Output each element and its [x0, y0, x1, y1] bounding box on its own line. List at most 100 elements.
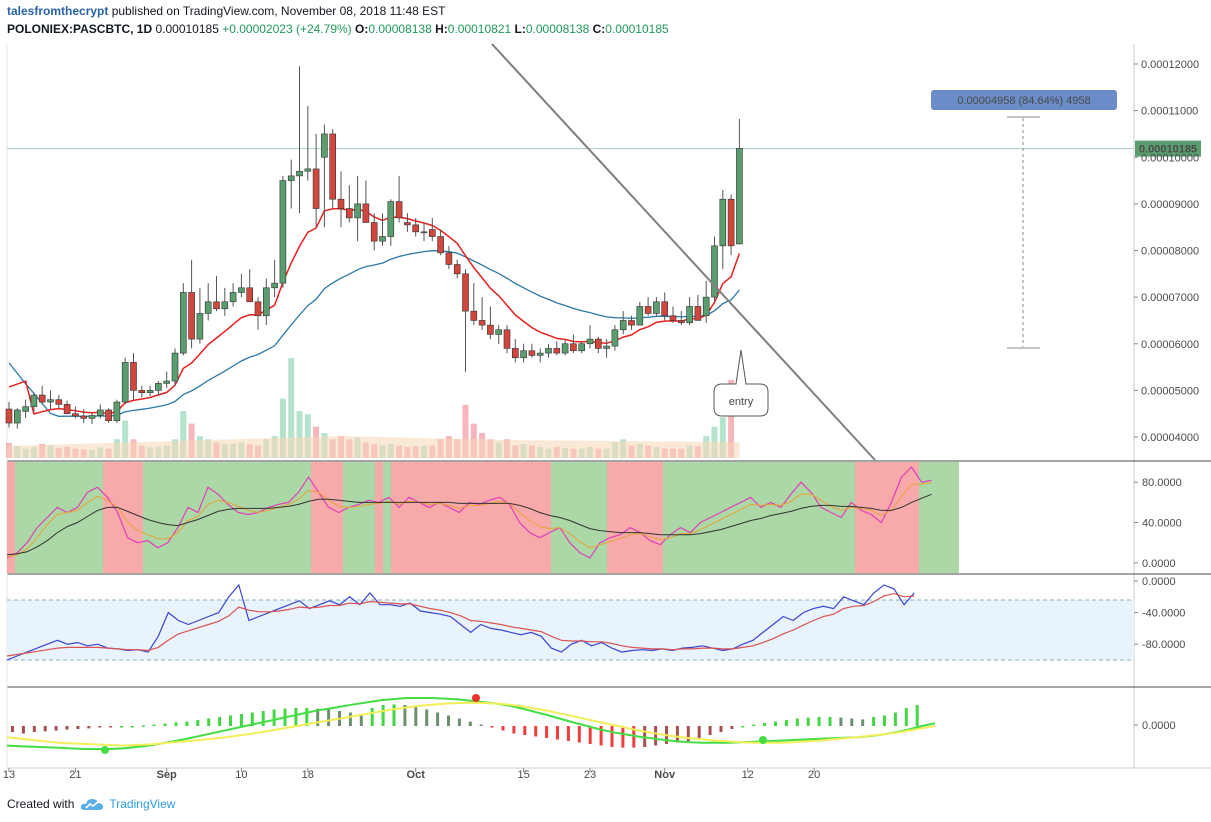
willr-axis-tick-label: -80.0000 [1142, 639, 1185, 651]
candle-body [97, 409, 104, 416]
candle-body [196, 313, 204, 340]
oscillator-histogram-bar [861, 719, 865, 726]
candle-body [711, 245, 718, 298]
oscillator-histogram-bar [915, 705, 919, 726]
brand-label: TradingView [109, 797, 176, 811]
candle-body [686, 306, 693, 324]
measure-tool[interactable]: 0.00004958 (84.64%) 4958 [931, 90, 1117, 349]
oscillator-histogram-bar [479, 724, 483, 726]
time-tick-label: 12 [742, 769, 754, 781]
oscillator-histogram-bar [76, 726, 80, 729]
oscillator-histogram-bar [152, 724, 156, 726]
price-tick-label: 0.00011000 [1141, 106, 1198, 118]
oscillator-histogram-bar [261, 711, 265, 726]
tradingview-cloud-icon [81, 799, 104, 810]
candle-body [445, 252, 453, 265]
time-tick-label: Oct [407, 769, 426, 781]
candle-body [528, 350, 536, 356]
trend-line[interactable] [491, 43, 876, 461]
candle-body [470, 310, 478, 321]
oscillator-histogram-bar [501, 726, 505, 731]
oscillator-histogram-bar [752, 724, 756, 726]
oscillator-histogram-bar [43, 726, 47, 732]
oscillator-histogram-bar [621, 726, 625, 748]
candle-body [5, 408, 13, 424]
oscillator-histogram-bar [436, 712, 440, 726]
price-axis[interactable]: 0.00012000 0.00011000 0.00010000 0.00009000… [1134, 59, 1199, 732]
volume-moving-average [7, 436, 740, 458]
oscillator-histogram-bar [457, 718, 461, 726]
last-price: 0.00010185 [155, 22, 219, 36]
author-link[interactable]: talesfromthecrypt [7, 4, 109, 18]
candle-body [570, 343, 577, 352]
candle-body [520, 350, 527, 359]
published-text: published on TradingView.com, November 0… [108, 4, 446, 18]
oscillator-histogram-bar [883, 715, 886, 726]
indicator-band [391, 462, 551, 573]
rsi-axis-tick-label: 40.0000 [1142, 518, 1182, 530]
measure-label: 0.00004958 (84.64%) 4958 [957, 95, 1090, 107]
entry-callout[interactable]: entry [713, 349, 769, 417]
oscillator-histogram-bar [348, 712, 352, 726]
candle-body [121, 362, 129, 403]
candle-body [619, 320, 627, 331]
candle-body [72, 413, 79, 417]
volume-bar [122, 420, 129, 458]
candle-body [329, 133, 337, 200]
candle-body [105, 409, 112, 421]
volume-bar [288, 358, 295, 458]
oscillator-histogram-bar [447, 715, 450, 726]
tradingview-brand-link[interactable]: TradingView [80, 797, 175, 811]
candle-body [503, 329, 511, 349]
high-label: H: [435, 22, 448, 36]
willr-series-line [6, 583, 915, 661]
willr-zone [7, 600, 1134, 660]
price-tick-label: 0.00012000 [1141, 59, 1199, 71]
change-value: +0.00002023 (+24.79%) [222, 22, 352, 36]
candle-body [188, 292, 195, 340]
candle-body [370, 222, 378, 242]
time-tick-label: 10 [235, 769, 247, 781]
candle-body [578, 343, 586, 352]
oscillator-histogram-bar [610, 726, 614, 747]
candle-body [138, 390, 146, 394]
time-tick-label: Nov [654, 769, 676, 781]
oscillator-histogram-bar [327, 709, 331, 726]
candle-body [229, 292, 237, 303]
time-tick-label: 20 [808, 769, 820, 781]
oscillator-histogram-bar [675, 726, 679, 743]
volume-bar [719, 417, 726, 458]
oscillator-histogram-bar [795, 718, 799, 726]
candle-body [379, 236, 386, 242]
price-tick-label: 0.00007000 [1141, 292, 1199, 304]
indicator-band [375, 462, 383, 573]
oscillator-histogram-bar [272, 709, 276, 726]
entry-callout-box [713, 349, 769, 417]
oscillator-signal-line [6, 701, 936, 747]
volume-bar [462, 404, 469, 458]
oscillator-histogram-bar [120, 726, 123, 728]
oscillator-histogram-bar [686, 726, 690, 741]
oscillator-histogram-bar [566, 726, 570, 741]
oscillator-histogram-bar [65, 726, 69, 730]
candle-body [736, 148, 743, 245]
candle-body [669, 315, 677, 321]
candle-body [38, 394, 46, 403]
candle-body [337, 198, 345, 209]
volume-ma-area [7, 436, 740, 458]
low-value: 0.00008138 [525, 22, 590, 36]
oscillator-histogram-bar [534, 726, 538, 737]
candle-body [63, 404, 71, 414]
current-price-line: 0.00010185 [7, 140, 1201, 157]
candle-body [238, 287, 245, 293]
candle-body [55, 399, 63, 405]
low-label: L: [514, 22, 526, 36]
candle-body [628, 320, 635, 326]
time-axis[interactable]: 13 21 Sep 10 18 Oct 15 23 Nov 12 20 [3, 768, 820, 781]
candle-body [130, 362, 137, 391]
candle-body [312, 168, 320, 209]
open-value: 0.00008138 [368, 22, 432, 36]
candle-body [354, 203, 361, 219]
volume-bar [304, 414, 311, 458]
